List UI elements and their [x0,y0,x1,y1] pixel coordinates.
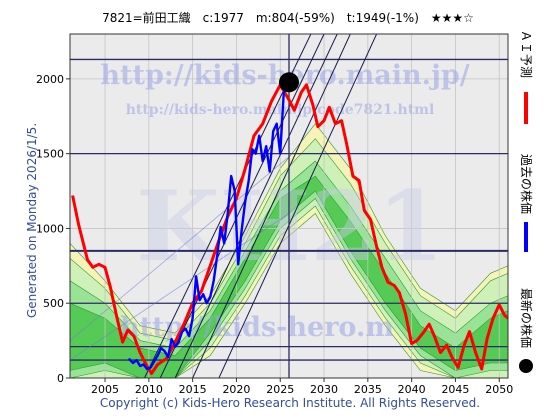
y-tick-label-4: 2000 [36,73,64,86]
hero-line-1 [70,213,290,361]
legend-past-swatch [524,222,528,252]
watermark-bottom: http://kids-hero.m [120,312,394,343]
x-tick-label-7: 2040 [398,383,426,396]
legend-latest-label: 最新の株価 [519,288,534,348]
diag-line-3 [192,34,351,378]
ai-forecast-line [71,83,508,375]
x-tick-label-3: 2020 [222,383,250,396]
watermark-url-code: http://kids-hero.main.jp/code7821.html [126,102,435,118]
y-tick-label-1: 500 [43,297,64,310]
band-mid-2 [70,160,508,378]
band-dark-3 [70,175,508,378]
watermark-big: KH21 [136,170,444,283]
price-series [71,72,508,375]
chart-title: 7821=前田工織 c:1977 m:804(-59%) t:1949(-1%)… [102,10,474,25]
legend-ai-label: ＡＩ予測 [519,30,533,78]
latest-price-marker [279,72,299,93]
x-tick-label-2: 2015 [179,383,207,396]
generated-label: Generated on Monday 2026/1/5. [25,123,39,318]
legend-latest-marker [519,359,533,373]
x-tick-label-9: 2050 [485,383,513,396]
y-tick-label-3: 1500 [36,148,64,161]
hero-line-0 [70,156,290,341]
x-tick-label-8: 2045 [441,383,469,396]
x-tick-label-0: 2005 [91,383,119,396]
x-tick-label-5: 2030 [310,383,338,396]
diag-line-1 [159,34,325,378]
y-axis: 0 500 1000 1500 2000 [36,73,70,385]
y-tick-label-0: 0 [57,372,64,385]
legend-past-label: 過去の株価 [519,154,534,214]
plot-frame [69,33,509,379]
diag-line-4 [218,34,378,378]
range-bands [70,123,508,378]
diag-line-2 [174,34,338,378]
copyright: Copyright (c) Kids-Hero Research Institu… [100,396,480,410]
y-tick-label-2: 1000 [36,222,64,235]
x-axis: 2005 2010 2015 2020 2025 2030 2035 2040 2045 2050 [91,378,513,396]
legend-ai-swatch [524,92,528,124]
past-price-line [127,76,291,371]
x-tick-label-4: 2025 [266,383,294,396]
legend: ＡＩ予測 過去の株価 最新の株価 [519,30,534,373]
x-tick-label-6: 2035 [354,383,382,396]
x-tick-label-1: 2010 [135,383,163,396]
